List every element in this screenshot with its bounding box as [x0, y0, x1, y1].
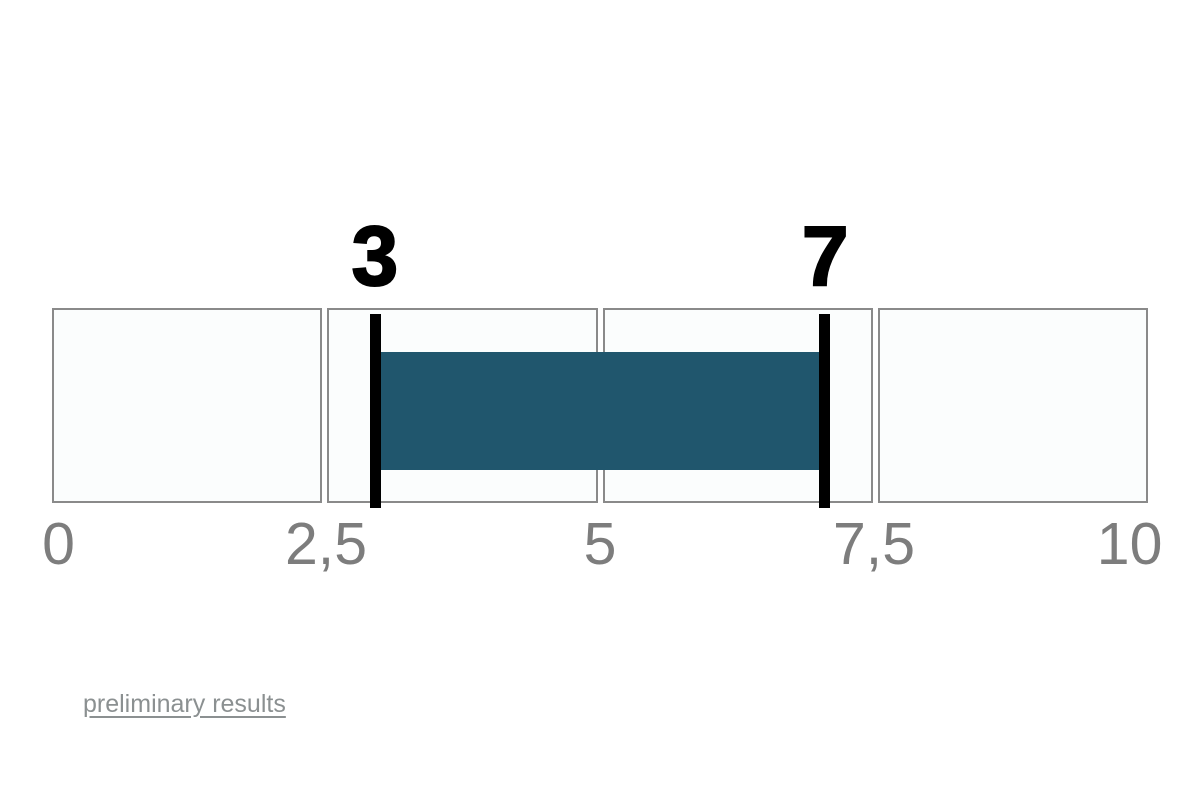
- range-max-label: 7: [801, 209, 850, 303]
- x-axis: 0 2,5 5 7,5 10: [42, 511, 1162, 592]
- axis-tick-0: 0: [42, 511, 75, 577]
- axis-tick-5: 5: [583, 511, 617, 577]
- range-min-label: 3: [350, 209, 399, 303]
- axis-tick-2-5: 2,5: [284, 511, 368, 577]
- range-bar: [380, 352, 820, 470]
- chart-cell-1: [52, 308, 323, 503]
- range-max-marker: [819, 314, 831, 508]
- chart-cell-4: [877, 308, 1148, 503]
- range-min-marker: [369, 314, 381, 508]
- axis-tick-7-5: 7,5: [832, 511, 916, 577]
- preliminary-results-link[interactable]: preliminary results: [83, 690, 286, 718]
- axis-tick-10: 10: [1096, 511, 1163, 577]
- range-chart: 3 7 0 2,5 5 7,5 10: [42, 213, 1162, 576]
